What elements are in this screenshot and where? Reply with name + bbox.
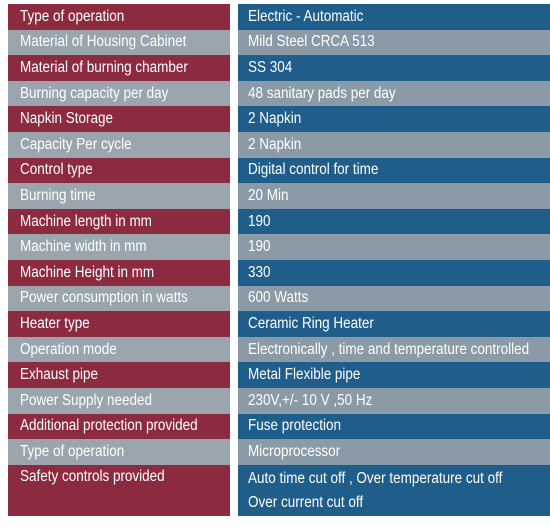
- spec-label: Machine width in mm: [8, 234, 230, 260]
- spec-row-capacity-per-cycle: Capacity Per cycle 2 Napkin: [8, 131, 550, 158]
- spec-label: Safety controls provided: [8, 464, 230, 516]
- spec-value: 190: [238, 208, 550, 235]
- spec-label: Type of operation: [8, 439, 230, 465]
- spec-value: 20 Min: [238, 183, 550, 209]
- spec-label: Operation mode: [8, 336, 230, 363]
- spec-value-line-1: Auto time cut off , Over temperature cut…: [248, 469, 503, 487]
- spec-value: SS 304: [238, 55, 550, 81]
- spec-row-power-supply: Power Supply needed 230V,+/- 10 V ,50 Hz: [8, 387, 550, 414]
- spec-value: 600 Watts: [238, 285, 550, 312]
- spec-label: Capacity Per cycle: [8, 131, 230, 158]
- spec-row-power-consumption: Power consumption in watts 600 Watts: [8, 285, 550, 312]
- spec-label: Machine length in mm: [8, 208, 230, 235]
- spec-row-heater-type: Heater type Ceramic Ring Heater: [8, 311, 550, 337]
- spec-value: 330: [238, 259, 550, 286]
- spec-row-housing-material: Material of Housing Cabinet Mild Steel C…: [8, 29, 550, 56]
- spec-value: Electronically , time and temperature co…: [238, 336, 550, 363]
- spec-row-type-of-operation-2: Type of operation Microprocessor: [8, 439, 550, 465]
- spec-value: 230V,+/- 10 V ,50 Hz: [238, 387, 550, 414]
- spec-label: Exhaust pipe: [8, 362, 230, 388]
- spec-label: Heater type: [8, 311, 230, 337]
- spec-value: Fuse protection: [238, 413, 550, 440]
- spec-row-chamber-material: Material of burning chamber SS 304: [8, 55, 550, 81]
- spec-label: Control type: [8, 157, 230, 184]
- spec-row-burning-time: Burning time 20 Min: [8, 183, 550, 209]
- spec-label: Machine Height in mm: [8, 259, 230, 286]
- spec-row-safety-controls: Safety controls provided Auto time cut o…: [8, 464, 550, 516]
- spec-row-machine-width: Machine width in mm 190: [8, 234, 550, 260]
- spec-row-type-of-operation: Type of operation Electric - Automatic: [8, 4, 550, 30]
- spec-row-control-type: Control type Digital control for time: [8, 157, 550, 184]
- spec-row-machine-height: Machine Height in mm 330: [8, 259, 550, 286]
- spec-value: Electric - Automatic: [238, 4, 550, 30]
- spec-value: Auto time cut off , Over temperature cut…: [238, 464, 550, 516]
- spec-label: Type of operation: [8, 4, 230, 30]
- spec-label: Burning capacity per day: [8, 80, 230, 107]
- spec-label: Burning time: [8, 183, 230, 209]
- spec-row-burning-capacity: Burning capacity per day 48 sanitary pad…: [8, 80, 550, 107]
- spec-label: Material of burning chamber: [8, 55, 230, 81]
- spec-label: Napkin Storage: [8, 106, 230, 132]
- spec-row-operation-mode: Operation mode Electronically , time and…: [8, 336, 550, 363]
- spec-value: 190: [238, 234, 550, 260]
- spec-label: Material of Housing Cabinet: [8, 29, 230, 56]
- spec-value: Digital control for time: [238, 157, 550, 184]
- spec-value: 2 Napkin: [238, 106, 550, 132]
- spec-value: 48 sanitary pads per day: [238, 80, 550, 107]
- spec-row-machine-length: Machine length in mm 190: [8, 208, 550, 235]
- spec-value: Mild Steel CRCA 513: [238, 29, 550, 56]
- spec-label: Power consumption in watts: [8, 285, 230, 312]
- spec-value: Microprocessor: [238, 439, 550, 465]
- specification-table: Type of operation Electric - Automatic M…: [8, 4, 550, 516]
- spec-label: Power Supply needed: [8, 387, 230, 414]
- spec-value: 2 Napkin: [238, 131, 550, 158]
- spec-label: Additional protection provided: [8, 413, 230, 440]
- spec-value: Ceramic Ring Heater: [238, 311, 550, 337]
- spec-value: Metal Flexible pipe: [238, 362, 550, 388]
- spec-value-line-2: Over current cut off: [248, 493, 364, 511]
- spec-row-napkin-storage: Napkin Storage 2 Napkin: [8, 106, 550, 132]
- spec-row-exhaust-pipe: Exhaust pipe Metal Flexible pipe: [8, 362, 550, 388]
- spec-row-additional-protection: Additional protection provided Fuse prot…: [8, 413, 550, 440]
